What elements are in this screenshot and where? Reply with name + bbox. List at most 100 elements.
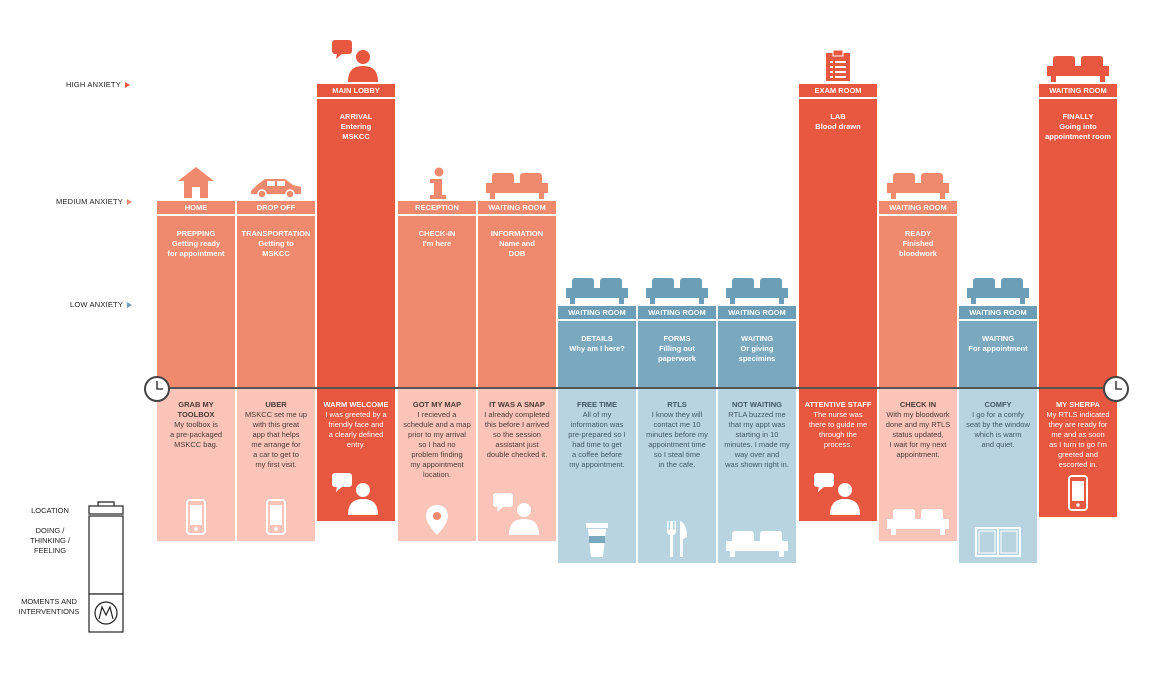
moment-description: I already completed this before I arrive… — [484, 410, 550, 459]
stage-body: PREPPING Getting ready for appointment — [157, 216, 235, 388]
stage-subtitle: Or giving specimins — [738, 344, 776, 363]
moment-description: MSKCC set me up with this great app that… — [244, 410, 308, 469]
moment-card: ATTENTIVE STAFF The nurse was there to gu… — [799, 389, 877, 521]
location-label: RECEPTION — [398, 201, 476, 214]
moment-description: RTLA buzzed me that my appt was starting… — [724, 410, 790, 469]
stage-body: DETAILS Why am I here? — [558, 321, 636, 388]
stage-body: FINALLY Going into appointment room — [1039, 99, 1117, 388]
location-label: HOME — [157, 201, 235, 214]
coffee-icon — [586, 523, 608, 562]
moment-description: I go for a comfy seat by the window whic… — [966, 410, 1030, 449]
stage-body: WAITING For appointment — [959, 321, 1037, 388]
stage-title: FINALLY — [1062, 112, 1094, 121]
stage-title: WAITING — [981, 334, 1015, 343]
stage-subtitle: Filling out paperwork — [658, 344, 696, 363]
moment-description: With my bloodwork done and my RTLS statu… — [885, 410, 951, 459]
location-label: WAITING ROOM — [959, 306, 1037, 319]
stage-subtitle: Entering MSKCC — [340, 122, 372, 141]
house-icon — [175, 165, 217, 204]
medium-anxiety-label: MEDIUM ANXIETY — [56, 197, 132, 206]
moment-card: RTLS I know they will contact me 10 minut… — [638, 389, 716, 563]
moment-card: FREE TIME All of my information was pre-p… — [558, 389, 636, 563]
moment-title: NOT WAITING — [732, 400, 782, 409]
location-label: DROP OFF — [237, 201, 315, 214]
stage-body: FORMS Filling out paperwork — [638, 321, 716, 388]
moment-title: GRAB MY TOOLBOX — [177, 400, 215, 419]
stage-subtitle: Blood drawn — [815, 122, 861, 131]
stage-body: ARRIVAL Entering MSKCC — [317, 99, 395, 388]
fork-knife-icon — [665, 521, 689, 562]
location-label: EXAM ROOM — [799, 84, 877, 97]
timeline-axis — [157, 387, 1117, 389]
stage-subtitle: For appointment — [968, 344, 1028, 353]
moment-description: All of my information was pre-prepared s… — [568, 410, 626, 469]
location-label: WAITING ROOM — [638, 306, 716, 319]
stage-title: LAB — [830, 112, 846, 121]
phone-icon — [266, 499, 286, 540]
person-speech-icon — [332, 473, 380, 520]
car-icon — [249, 177, 303, 204]
location-label: WAITING ROOM — [558, 306, 636, 319]
couch-icon — [566, 278, 628, 309]
low-arrow-icon — [127, 302, 133, 309]
phone-icon — [1068, 475, 1088, 516]
stage-title: DETAILS — [581, 334, 613, 343]
phone-icon — [186, 499, 206, 540]
start-clock-icon — [144, 376, 170, 402]
stage-title: READY — [904, 229, 932, 238]
stage-subtitle: Name and DOB — [499, 239, 535, 258]
low-anxiety-label: LOW ANXIETY — [70, 300, 133, 309]
moment-description: My toolbox is a pre-packaged MSKCC bag. — [169, 420, 223, 449]
couch-icon — [967, 278, 1029, 309]
moment-card: UBER MSKCC set me up with this great app … — [237, 389, 315, 541]
stage-title: FORMS — [663, 334, 691, 343]
book-icon — [975, 527, 1021, 562]
moment-title: MY SHERPA — [1056, 400, 1100, 409]
moment-card: CHECK IN With my bloodwork done and my RT… — [879, 389, 957, 541]
moment-title: UBER — [265, 400, 287, 409]
person-speech-icon — [332, 40, 380, 87]
moment-title: GOT MY MAP — [412, 400, 462, 409]
stage-subtitle: I'm here — [422, 239, 452, 248]
stage-subtitle: Finished bloodwork — [899, 239, 937, 258]
couch-icon — [1047, 56, 1109, 87]
location-label: WAITING ROOM — [879, 201, 957, 214]
moment-title: RTLS — [667, 400, 687, 409]
moment-title: ATTENTIVE STAFF — [804, 400, 872, 409]
moment-title: WARM WELCOME — [323, 400, 389, 409]
stage-title: CHECK-IN — [418, 229, 456, 238]
person-speech-icon — [814, 473, 862, 520]
stage-title: INFORMATION — [490, 229, 544, 238]
moment-title: CHECK IN — [899, 400, 937, 409]
info-icon — [427, 167, 447, 204]
couch-icon — [726, 278, 788, 309]
stage-body: CHECK-IN I'm here — [398, 216, 476, 388]
stage-subtitle: Going into appointment room — [1045, 122, 1111, 141]
stage-body: LAB Blood drawn — [799, 99, 877, 388]
location-label: WAITING ROOM — [478, 201, 556, 214]
stage-subtitle: Why am I here? — [569, 344, 625, 353]
moment-description: I was greeted by a friendly face and a c… — [325, 410, 387, 449]
stage-body: TRANSPORTATION Getting to MSKCC — [237, 216, 315, 388]
moment-description: I know they will contact me 10 minutes b… — [646, 410, 708, 469]
moment-title: COMFY — [984, 400, 1012, 409]
stage-body: READY Finished bloodwork — [879, 216, 957, 388]
stage-subtitle: Getting to MSKCC — [258, 239, 294, 258]
end-clock-icon — [1103, 376, 1129, 402]
couch-icon — [887, 173, 949, 204]
couch-icon — [486, 173, 548, 204]
location-label: WAITING ROOM — [718, 306, 796, 319]
medium-arrow-icon — [126, 199, 132, 206]
map-pin-icon — [426, 505, 448, 540]
high-arrow-icon — [124, 82, 130, 89]
couch-icon — [646, 278, 708, 309]
couch-icon — [887, 509, 949, 540]
stage-subtitle: Getting ready for appointment — [167, 239, 225, 258]
stage-title: PREPPING — [176, 229, 216, 238]
moment-description: My RTLS indicated they are ready for me … — [1046, 410, 1110, 469]
legend-doing-label: DOING / THINKING / FEELING — [29, 526, 70, 555]
moment-title: IT WAS A SNAP — [489, 400, 545, 409]
stage-body: INFORMATION Name and DOB — [478, 216, 556, 388]
stage-title: TRANSPORTATION — [241, 229, 311, 238]
person-speech-icon — [493, 493, 541, 540]
